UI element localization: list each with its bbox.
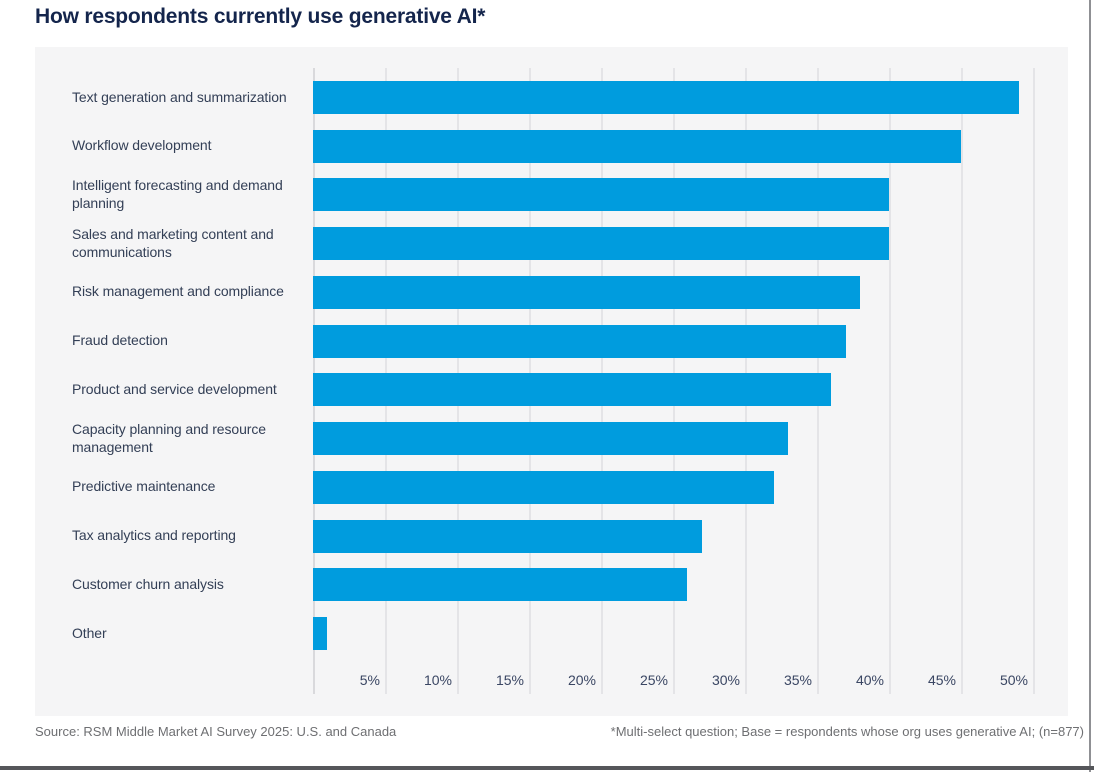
category-label: Predictive maintenance — [72, 478, 216, 495]
bar — [313, 470, 774, 504]
category-label: Text generation and summarization — [72, 88, 287, 105]
bar — [313, 373, 832, 407]
bar — [313, 227, 889, 261]
bar — [313, 275, 861, 309]
category-label: Other — [72, 624, 107, 641]
gridline — [961, 68, 963, 694]
x-tick-label: 15% — [495, 672, 524, 688]
x-tick-label: 30% — [711, 672, 740, 688]
x-tick-label: 45% — [927, 672, 956, 688]
x-tick-label: 20% — [567, 672, 596, 688]
bar — [313, 178, 889, 212]
x-tick-label: 10% — [423, 672, 452, 688]
page-right-border — [1089, 0, 1091, 772]
x-tick-label: 40% — [855, 672, 884, 688]
category-label: Tax analytics and reporting — [72, 527, 236, 544]
x-tick-label: 50% — [999, 672, 1028, 688]
gridline — [1033, 68, 1035, 694]
category-label: Customer churn analysis — [72, 575, 224, 592]
chart-footer: Source: RSM Middle Market AI Survey 2025… — [0, 724, 1094, 744]
bar — [313, 617, 328, 651]
category-label: Workflow development — [72, 137, 212, 154]
page-bottom-rule — [0, 766, 1094, 770]
chart-panel: Text generation and summarization Workflo… — [35, 47, 1068, 716]
category-label: Sales and marketing content and communic… — [72, 225, 274, 260]
x-tick-label: 25% — [639, 672, 668, 688]
bar — [313, 519, 702, 553]
bar — [313, 324, 846, 358]
source-note: Source: RSM Middle Market AI Survey 2025… — [35, 724, 397, 739]
category-label: Fraud detection — [72, 332, 168, 349]
x-tick-label: 5% — [359, 672, 380, 688]
bar — [313, 422, 789, 456]
category-label: Risk management and compliance — [72, 283, 284, 300]
bar — [313, 81, 1019, 114]
gridline — [889, 68, 891, 694]
x-tick-label: 35% — [783, 672, 812, 688]
category-label: Intelligent forecasting and demand plann… — [72, 177, 283, 211]
bar — [313, 129, 961, 163]
page-title: How respondents currently use generative… — [35, 5, 486, 28]
category-label: Product and service development — [72, 380, 277, 397]
bar — [313, 568, 688, 602]
methodology-note: *Multi-select question; Base = responden… — [610, 724, 1084, 739]
category-label: Capacity planning and resource managemen… — [72, 420, 266, 455]
